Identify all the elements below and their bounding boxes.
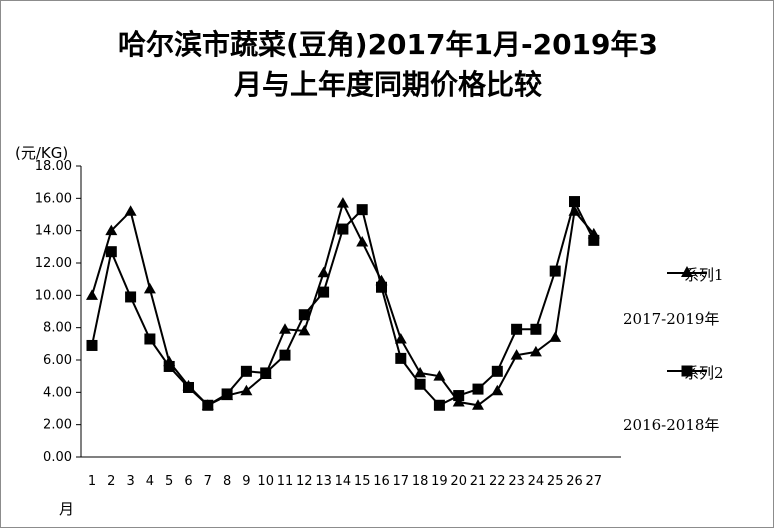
series-2-point <box>588 234 600 246</box>
x-tick-label: 26 <box>566 474 583 489</box>
series-1-point <box>124 205 137 216</box>
note-series-1-period: 2017-2019年 <box>623 310 720 328</box>
series-2-point <box>549 265 561 277</box>
series-1-point <box>394 332 407 344</box>
y-tick-label: 12.00 <box>35 256 72 271</box>
x-tick-label: 4 <box>146 474 154 489</box>
x-tick-label: 8 <box>223 474 231 489</box>
series-2-point <box>163 360 175 372</box>
series-2-point <box>530 323 542 335</box>
series-1-point <box>452 396 465 407</box>
y-tick-label: 2.00 <box>43 418 72 433</box>
series-1-point <box>105 224 118 236</box>
series-2-point <box>472 383 484 395</box>
series-2-point <box>569 196 580 208</box>
x-tick-label: 15 <box>354 474 371 489</box>
x-tick-label: 22 <box>489 474 506 489</box>
x-tick-label: 21 <box>470 474 487 489</box>
x-tick-label: 12 <box>296 474 313 489</box>
x-tick-label: 18 <box>412 474 429 489</box>
series-2-point <box>414 378 426 390</box>
series-2-point <box>356 204 368 216</box>
series-1-point <box>240 384 253 396</box>
x-tick-label: 6 <box>184 474 192 489</box>
legend-label-series-2: 系列2 <box>684 364 724 382</box>
chart-title-line-2: 月与上年度同期价格比较 <box>233 68 542 101</box>
series-2-point <box>279 349 291 361</box>
chart-title-line-1: 哈尔滨市蔬菜(豆角)2017年1月-2019年3 <box>117 28 659 61</box>
y-tick-label: 6.00 <box>43 353 72 368</box>
x-tick-label: 7 <box>204 474 212 489</box>
series-1-point <box>86 289 98 300</box>
x-tick-label: 3 <box>126 474 134 489</box>
series-2-point <box>337 223 349 235</box>
series-1-point <box>143 282 156 294</box>
series-1-point <box>491 384 504 396</box>
series-2-point <box>491 365 503 377</box>
series-1-point <box>279 323 291 334</box>
series-2-point <box>318 286 330 298</box>
x-tick-label: 16 <box>373 474 390 489</box>
series-2-point <box>240 365 252 377</box>
series-2-point <box>86 339 98 351</box>
x-tick-label: 10 <box>257 474 274 489</box>
series-1-point <box>356 235 369 247</box>
series-2-point <box>376 281 387 293</box>
series-2-point <box>105 246 117 258</box>
y-tick-label: 14.00 <box>35 224 72 239</box>
x-tick-label: 13 <box>315 474 332 489</box>
y-tick-label: 18.00 <box>35 159 72 174</box>
x-tick-label: 11 <box>277 474 294 489</box>
series-2-point <box>298 309 310 321</box>
series-2-point <box>260 367 272 379</box>
y-tick-label: 8.00 <box>43 321 72 336</box>
x-tick-label: 23 <box>508 474 525 489</box>
series-1-point <box>433 370 446 381</box>
x-tick-label: 17 <box>393 474 410 489</box>
legend-marker-series-1 <box>681 266 693 277</box>
y-axis-unit-label: (元/KG) <box>15 144 69 162</box>
x-tick-label: 19 <box>431 474 448 489</box>
series-1-point <box>510 349 523 360</box>
x-tick-label: 2 <box>107 474 115 489</box>
series-2-point <box>395 352 407 364</box>
legend-label-series-1: 系列1 <box>684 266 724 284</box>
x-tick-label: 9 <box>242 474 250 489</box>
series-2-point <box>433 399 445 411</box>
series-2-point <box>511 323 523 335</box>
series-1-point <box>336 197 349 208</box>
series-2-point <box>144 333 156 345</box>
x-tick-label: 14 <box>335 474 352 489</box>
y-tick-label: 16.00 <box>35 191 72 206</box>
series-2-point <box>125 291 137 303</box>
x-tick-label: 1 <box>88 474 96 489</box>
x-tick-label: 5 <box>165 474 173 489</box>
series-1-point <box>414 366 427 378</box>
x-tick-label: 27 <box>586 474 603 489</box>
series-1-point <box>472 399 484 410</box>
series-2-point <box>183 381 194 393</box>
x-tick-label: 20 <box>450 474 467 489</box>
y-tick-label: 0.00 <box>43 450 72 465</box>
series-1-point <box>317 266 330 278</box>
note-series-2-period: 2016-2018年 <box>623 416 720 434</box>
legend-marker-series-2 <box>681 365 693 377</box>
series-2-point <box>221 388 233 400</box>
series-1-point <box>529 345 542 357</box>
y-tick-label: 10.00 <box>35 288 72 303</box>
series-1-point <box>298 324 311 336</box>
x-tick-label: 24 <box>528 474 545 489</box>
series-2-point <box>453 390 465 402</box>
x-axis-unit-label: 月 <box>59 500 75 518</box>
series-2-point <box>202 399 214 411</box>
y-tick-label: 4.00 <box>43 385 72 400</box>
x-tick-label: 25 <box>547 474 564 489</box>
series-1-point <box>549 331 562 342</box>
